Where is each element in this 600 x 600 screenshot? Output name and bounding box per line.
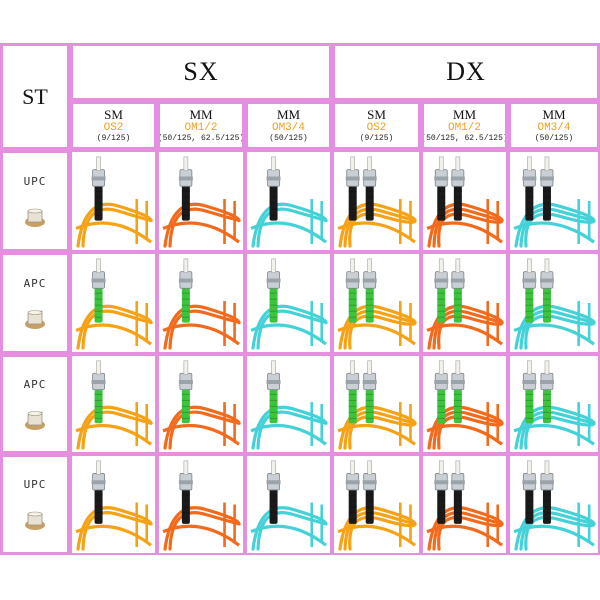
column-mode: MM <box>452 107 477 122</box>
column-grade: OM3/4 <box>537 122 571 134</box>
patch-cord-cell <box>332 150 421 252</box>
patch-cord-cell <box>245 150 332 252</box>
patch-cord-image <box>426 258 504 350</box>
column-size: (50/125) <box>534 134 574 143</box>
column-header: SM OS2 (9/125) <box>70 101 157 150</box>
patch-cord-cell <box>421 150 508 252</box>
column-size: (9/125) <box>96 134 131 143</box>
patch-cord-image <box>75 258 153 350</box>
column-grade: OM3/4 <box>271 122 305 134</box>
ferrule-end-icon <box>25 410 45 430</box>
patch-cord-image <box>250 360 328 450</box>
row-label-apc: APC <box>0 354 70 454</box>
polish-type: APC <box>23 276 47 290</box>
patch-cord-image <box>162 360 241 450</box>
patch-cord-cell <box>70 252 157 354</box>
row-label-upc: UPC <box>0 150 70 252</box>
patch-cord-cell <box>70 150 157 252</box>
patch-cord-cell <box>508 150 600 252</box>
column-header: MM OM1/2 (50/125, 62.5/125) <box>421 101 508 150</box>
patch-cord-image <box>250 460 328 551</box>
column-grade: OM1/2 <box>184 122 218 134</box>
patch-cord-cell <box>508 454 600 555</box>
ferrule-end-icon <box>25 208 45 227</box>
group-header-sx: SX <box>70 43 332 101</box>
patch-cord-cell <box>157 454 245 555</box>
patch-cord-cell <box>245 252 332 354</box>
ferrule-end-icon <box>25 309 45 329</box>
row-label-upc: UPC <box>0 454 70 555</box>
patch-cord-image <box>250 156 328 248</box>
patch-cord-image <box>162 156 241 248</box>
patch-cord-cell <box>157 354 245 454</box>
patch-cord-cell <box>508 252 600 354</box>
patch-cord-cell <box>332 354 421 454</box>
patch-cord-image <box>337 156 417 248</box>
patch-cord-cell <box>421 354 508 454</box>
ferrule-end-icon <box>25 511 45 530</box>
patch-cord-image <box>75 156 153 248</box>
column-grade: OS2 <box>366 122 387 134</box>
patch-cord-cell <box>70 354 157 454</box>
patch-cord-image <box>513 258 596 350</box>
group-header-dx: DX <box>332 43 600 101</box>
column-header: SM OS2 (9/125) <box>332 101 421 150</box>
row-label-apc: APC <box>0 252 70 354</box>
patch-cord-cell <box>70 454 157 555</box>
column-mode: MM <box>542 107 566 122</box>
patch-cord-cell <box>332 454 421 555</box>
patch-cord-image <box>513 360 596 450</box>
column-header: MM OM3/4 (50/125) <box>508 101 600 150</box>
patch-cord-image <box>513 460 596 551</box>
column-mode: SM <box>104 107 123 122</box>
polish-type: UPC <box>23 478 47 491</box>
patch-cord-cell <box>421 454 508 555</box>
column-size: (50/125, 62.5/125) <box>421 134 508 143</box>
column-grade: OS2 <box>103 122 124 134</box>
polish-type: APC <box>23 377 47 391</box>
column-size: (50/125) <box>269 134 308 143</box>
column-grade: OM1/2 <box>447 122 481 134</box>
patch-cord-image <box>513 156 596 248</box>
patch-cord-image <box>75 360 153 450</box>
patch-cord-image <box>250 258 328 350</box>
patch-cord-image <box>337 258 417 350</box>
column-header: MM OM3/4 (50/125) <box>245 101 332 150</box>
patch-cord-image <box>162 460 241 551</box>
column-mode: MM <box>276 107 301 122</box>
patch-cord-image <box>162 258 241 350</box>
patch-cord-cell <box>245 454 332 555</box>
column-header: MM OM1/2 (50/125, 62.5/125) <box>157 101 245 150</box>
column-size: (9/125) <box>359 134 394 143</box>
column-mode: SM <box>367 107 386 122</box>
polish-type: UPC <box>23 174 47 188</box>
patch-cord-image <box>426 460 504 551</box>
patch-cord-cell <box>332 252 421 354</box>
patch-cord-cell <box>245 354 332 454</box>
patch-cord-cell <box>508 354 600 454</box>
column-mode: MM <box>189 107 213 122</box>
patch-cord-cell <box>421 252 508 354</box>
patch-cord-image <box>426 360 504 450</box>
patch-cord-cell <box>157 252 245 354</box>
patch-cord-image <box>426 156 504 248</box>
patch-cord-cell <box>157 150 245 252</box>
corner-label: ST <box>0 43 70 150</box>
column-size: (50/125, 62.5/125) <box>157 134 245 143</box>
patch-cord-image <box>337 460 417 551</box>
patch-cord-image <box>337 360 417 450</box>
patch-cord-image <box>75 460 153 551</box>
